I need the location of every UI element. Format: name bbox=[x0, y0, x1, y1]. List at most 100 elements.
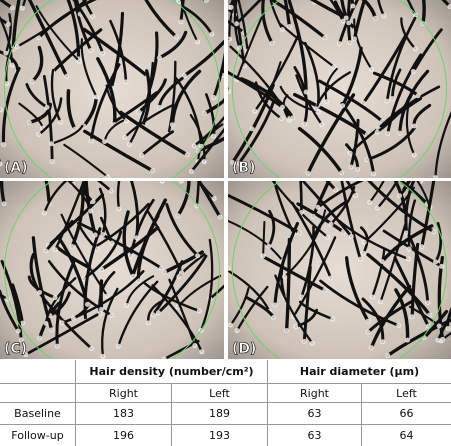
follicle bbox=[195, 253, 201, 259]
follicle bbox=[313, 106, 319, 112]
hair bbox=[43, 181, 68, 215]
follicle bbox=[282, 274, 288, 280]
follicle bbox=[412, 46, 418, 52]
hair bbox=[235, 15, 264, 81]
hair bbox=[228, 219, 284, 263]
follicle bbox=[234, 328, 240, 334]
hair bbox=[205, 93, 216, 138]
follicle bbox=[228, 266, 231, 272]
hair bbox=[434, 222, 443, 264]
hair bbox=[96, 57, 117, 127]
hair bbox=[196, 136, 224, 153]
subheader: Right bbox=[75, 383, 172, 403]
hair bbox=[202, 97, 224, 116]
hair bbox=[177, 0, 186, 4]
follicle bbox=[374, 205, 380, 211]
hair bbox=[372, 71, 420, 98]
hair bbox=[314, 71, 352, 110]
panel-label: (D) bbox=[232, 341, 256, 357]
follicle bbox=[189, 168, 195, 174]
follicle bbox=[126, 142, 132, 148]
follicle bbox=[1, 201, 7, 207]
follicle bbox=[135, 278, 141, 284]
follicle bbox=[181, 73, 187, 79]
hair bbox=[0, 17, 10, 26]
follicle bbox=[54, 343, 60, 349]
follicle bbox=[179, 270, 185, 276]
hair bbox=[379, 221, 407, 303]
follicle bbox=[176, 274, 182, 280]
hair bbox=[269, 0, 327, 40]
follicle bbox=[192, 343, 198, 349]
follicle bbox=[260, 253, 266, 259]
row-label: Follow-up bbox=[0, 424, 76, 446]
hair bbox=[237, 0, 249, 53]
follicle bbox=[228, 89, 231, 95]
cell: 183 bbox=[75, 402, 172, 425]
hair bbox=[237, 99, 276, 165]
hair bbox=[56, 234, 90, 307]
follicle bbox=[364, 157, 370, 163]
hair bbox=[60, 213, 109, 297]
follicle bbox=[155, 310, 161, 316]
follicle bbox=[104, 293, 110, 299]
follicle bbox=[139, 152, 145, 158]
hair bbox=[143, 281, 201, 313]
hair bbox=[411, 28, 443, 73]
follicle bbox=[347, 40, 353, 46]
follicle bbox=[322, 287, 328, 293]
follicle bbox=[410, 68, 416, 74]
follicle bbox=[397, 193, 403, 199]
photo-panel: (C) bbox=[0, 181, 224, 359]
photo bbox=[228, 181, 451, 359]
hair bbox=[346, 0, 352, 45]
hair bbox=[369, 284, 412, 350]
follicle bbox=[440, 336, 446, 342]
hair bbox=[140, 69, 152, 129]
follicle bbox=[178, 181, 184, 184]
hair bbox=[239, 77, 295, 120]
follicle bbox=[411, 152, 417, 158]
follicle bbox=[369, 294, 375, 300]
hair bbox=[44, 181, 51, 206]
follicle bbox=[184, 152, 190, 158]
follicle bbox=[26, 119, 32, 125]
follicle bbox=[236, 160, 242, 166]
follicle bbox=[84, 301, 90, 307]
follicle bbox=[124, 118, 130, 124]
hair bbox=[233, 0, 241, 49]
hair bbox=[368, 181, 385, 204]
follicle bbox=[319, 122, 325, 128]
follicle bbox=[199, 349, 205, 355]
photo-grid: (A) (B) (C) (D) bbox=[0, 0, 451, 359]
follicle bbox=[90, 13, 96, 19]
hair bbox=[441, 0, 451, 9]
follicle bbox=[286, 24, 292, 30]
hair bbox=[182, 5, 214, 36]
hair bbox=[116, 181, 121, 211]
hair bbox=[140, 130, 175, 157]
hair bbox=[253, 34, 300, 113]
follicle bbox=[303, 89, 309, 95]
hair bbox=[16, 0, 88, 48]
hair bbox=[228, 70, 284, 109]
follicle bbox=[23, 351, 29, 357]
subheader: Right bbox=[267, 383, 362, 403]
hair bbox=[352, 0, 367, 41]
follicle bbox=[157, 55, 163, 61]
hair bbox=[31, 236, 54, 332]
follicle bbox=[445, 326, 451, 332]
follicle bbox=[159, 181, 165, 184]
follicle bbox=[404, 230, 410, 236]
follicle bbox=[325, 234, 331, 240]
hair bbox=[371, 247, 386, 299]
follicle bbox=[130, 273, 136, 279]
follicle bbox=[301, 338, 307, 344]
follicle bbox=[293, 324, 299, 330]
hair bbox=[125, 275, 155, 307]
follicle bbox=[59, 320, 65, 326]
hair bbox=[100, 225, 160, 272]
follicle bbox=[357, 256, 363, 262]
follicle bbox=[201, 159, 207, 165]
hair bbox=[394, 288, 410, 342]
